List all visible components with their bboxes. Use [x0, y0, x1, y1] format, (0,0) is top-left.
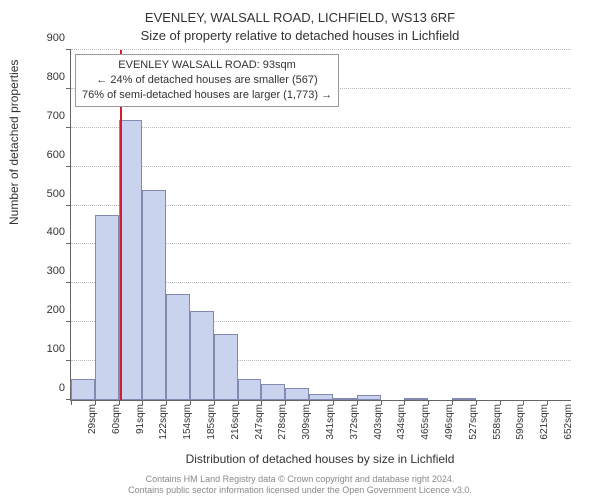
- histogram-bar: [190, 311, 214, 400]
- y-tick-label: 700: [47, 110, 65, 122]
- x-tick-label: 590sqm: [515, 404, 526, 440]
- x-tick-label: 309sqm: [301, 404, 312, 440]
- x-tick-label: 122sqm: [158, 404, 169, 440]
- x-tick-label: 216sqm: [230, 404, 241, 440]
- histogram-bar: [95, 215, 119, 400]
- x-tick-label: 621sqm: [539, 404, 550, 440]
- y-tick: [66, 127, 71, 128]
- histogram-bar: [71, 379, 95, 400]
- histogram-bar: [119, 120, 143, 400]
- x-tick: [357, 400, 358, 405]
- plot-area: 010020030040050060070080090029sqm60sqm91…: [70, 50, 571, 401]
- x-tick: [333, 400, 334, 405]
- y-tick-label: 400: [47, 226, 65, 238]
- x-tick: [523, 400, 524, 405]
- grid-line: [71, 49, 571, 50]
- x-tick: [476, 400, 477, 405]
- x-tick-label: 91sqm: [135, 404, 146, 434]
- x-tick-label: 185sqm: [206, 404, 217, 440]
- annotation-line1: EVENLEY WALSALL ROAD: 93sqm: [82, 58, 332, 73]
- x-tick-label: 558sqm: [492, 404, 503, 440]
- x-tick: [261, 400, 262, 405]
- y-tick-label: 500: [47, 188, 65, 200]
- y-tick: [66, 243, 71, 244]
- x-tick-label: 496sqm: [444, 404, 455, 440]
- histogram-bar: [166, 294, 190, 400]
- histogram-bar: [285, 388, 309, 400]
- y-tick: [66, 205, 71, 206]
- x-tick: [95, 400, 96, 405]
- y-tick: [66, 88, 71, 89]
- x-tick: [285, 400, 286, 405]
- x-tick-label: 403sqm: [373, 404, 384, 440]
- x-tick: [119, 400, 120, 405]
- y-tick: [66, 282, 71, 283]
- x-tick: [428, 400, 429, 405]
- y-tick: [66, 49, 71, 50]
- x-tick: [238, 400, 239, 405]
- y-tick-label: 900: [47, 32, 65, 44]
- y-tick-label: 200: [47, 304, 65, 316]
- histogram-bar: [357, 395, 381, 400]
- histogram-bar: [309, 394, 333, 400]
- histogram-bar: [404, 398, 428, 400]
- x-tick-label: 60sqm: [111, 404, 122, 434]
- histogram-bar: [333, 398, 357, 400]
- chart-title-line2: Size of property relative to detached ho…: [0, 28, 600, 43]
- x-tick-label: 372sqm: [349, 404, 360, 440]
- annotation-box: EVENLEY WALSALL ROAD: 93sqm ← 24% of det…: [75, 54, 339, 107]
- x-tick: [190, 400, 191, 405]
- histogram-bar: [261, 384, 285, 400]
- histogram-bar: [142, 190, 166, 400]
- x-tick: [500, 400, 501, 405]
- y-tick-label: 100: [47, 343, 65, 355]
- annotation-line3: 76% of semi-detached houses are larger (…: [82, 88, 332, 103]
- x-tick: [166, 400, 167, 405]
- y-tick: [66, 360, 71, 361]
- grid-line: [71, 127, 571, 128]
- y-tick: [66, 166, 71, 167]
- x-tick-label: 278sqm: [277, 404, 288, 440]
- y-tick: [66, 321, 71, 322]
- annotation-line2: ← 24% of detached houses are smaller (56…: [82, 73, 332, 88]
- x-tick: [381, 400, 382, 405]
- x-tick: [71, 400, 72, 405]
- x-tick: [309, 400, 310, 405]
- y-tick-label: 300: [47, 265, 65, 277]
- x-tick-label: 434sqm: [396, 404, 407, 440]
- footer-line1: Contains HM Land Registry data © Crown c…: [0, 474, 600, 485]
- x-tick-label: 341sqm: [325, 404, 336, 440]
- x-tick: [452, 400, 453, 405]
- x-tick-label: 154sqm: [182, 404, 193, 440]
- x-tick-label: 247sqm: [254, 404, 265, 440]
- footer-text: Contains HM Land Registry data © Crown c…: [0, 474, 600, 496]
- x-axis-label: Distribution of detached houses by size …: [70, 452, 570, 466]
- x-tick: [547, 400, 548, 405]
- x-tick-label: 465sqm: [420, 404, 431, 440]
- x-tick: [404, 400, 405, 405]
- x-tick: [214, 400, 215, 405]
- histogram-bar: [452, 398, 476, 400]
- x-tick: [142, 400, 143, 405]
- chart-title-line1: EVENLEY, WALSALL ROAD, LICHFIELD, WS13 6…: [0, 10, 600, 25]
- grid-line: [71, 166, 571, 167]
- y-tick-label: 800: [47, 71, 65, 83]
- chart-container: EVENLEY, WALSALL ROAD, LICHFIELD, WS13 6…: [0, 0, 600, 500]
- y-tick-label: 0: [59, 382, 65, 394]
- histogram-bar: [238, 379, 262, 400]
- x-tick-label: 652sqm: [563, 404, 574, 440]
- footer-line2: Contains public sector information licen…: [0, 485, 600, 496]
- y-axis-label: Number of detached properties: [7, 60, 21, 225]
- x-tick-label: 29sqm: [87, 404, 98, 434]
- histogram-bar: [214, 334, 238, 400]
- y-tick-label: 600: [47, 149, 65, 161]
- x-tick-label: 527sqm: [468, 404, 479, 440]
